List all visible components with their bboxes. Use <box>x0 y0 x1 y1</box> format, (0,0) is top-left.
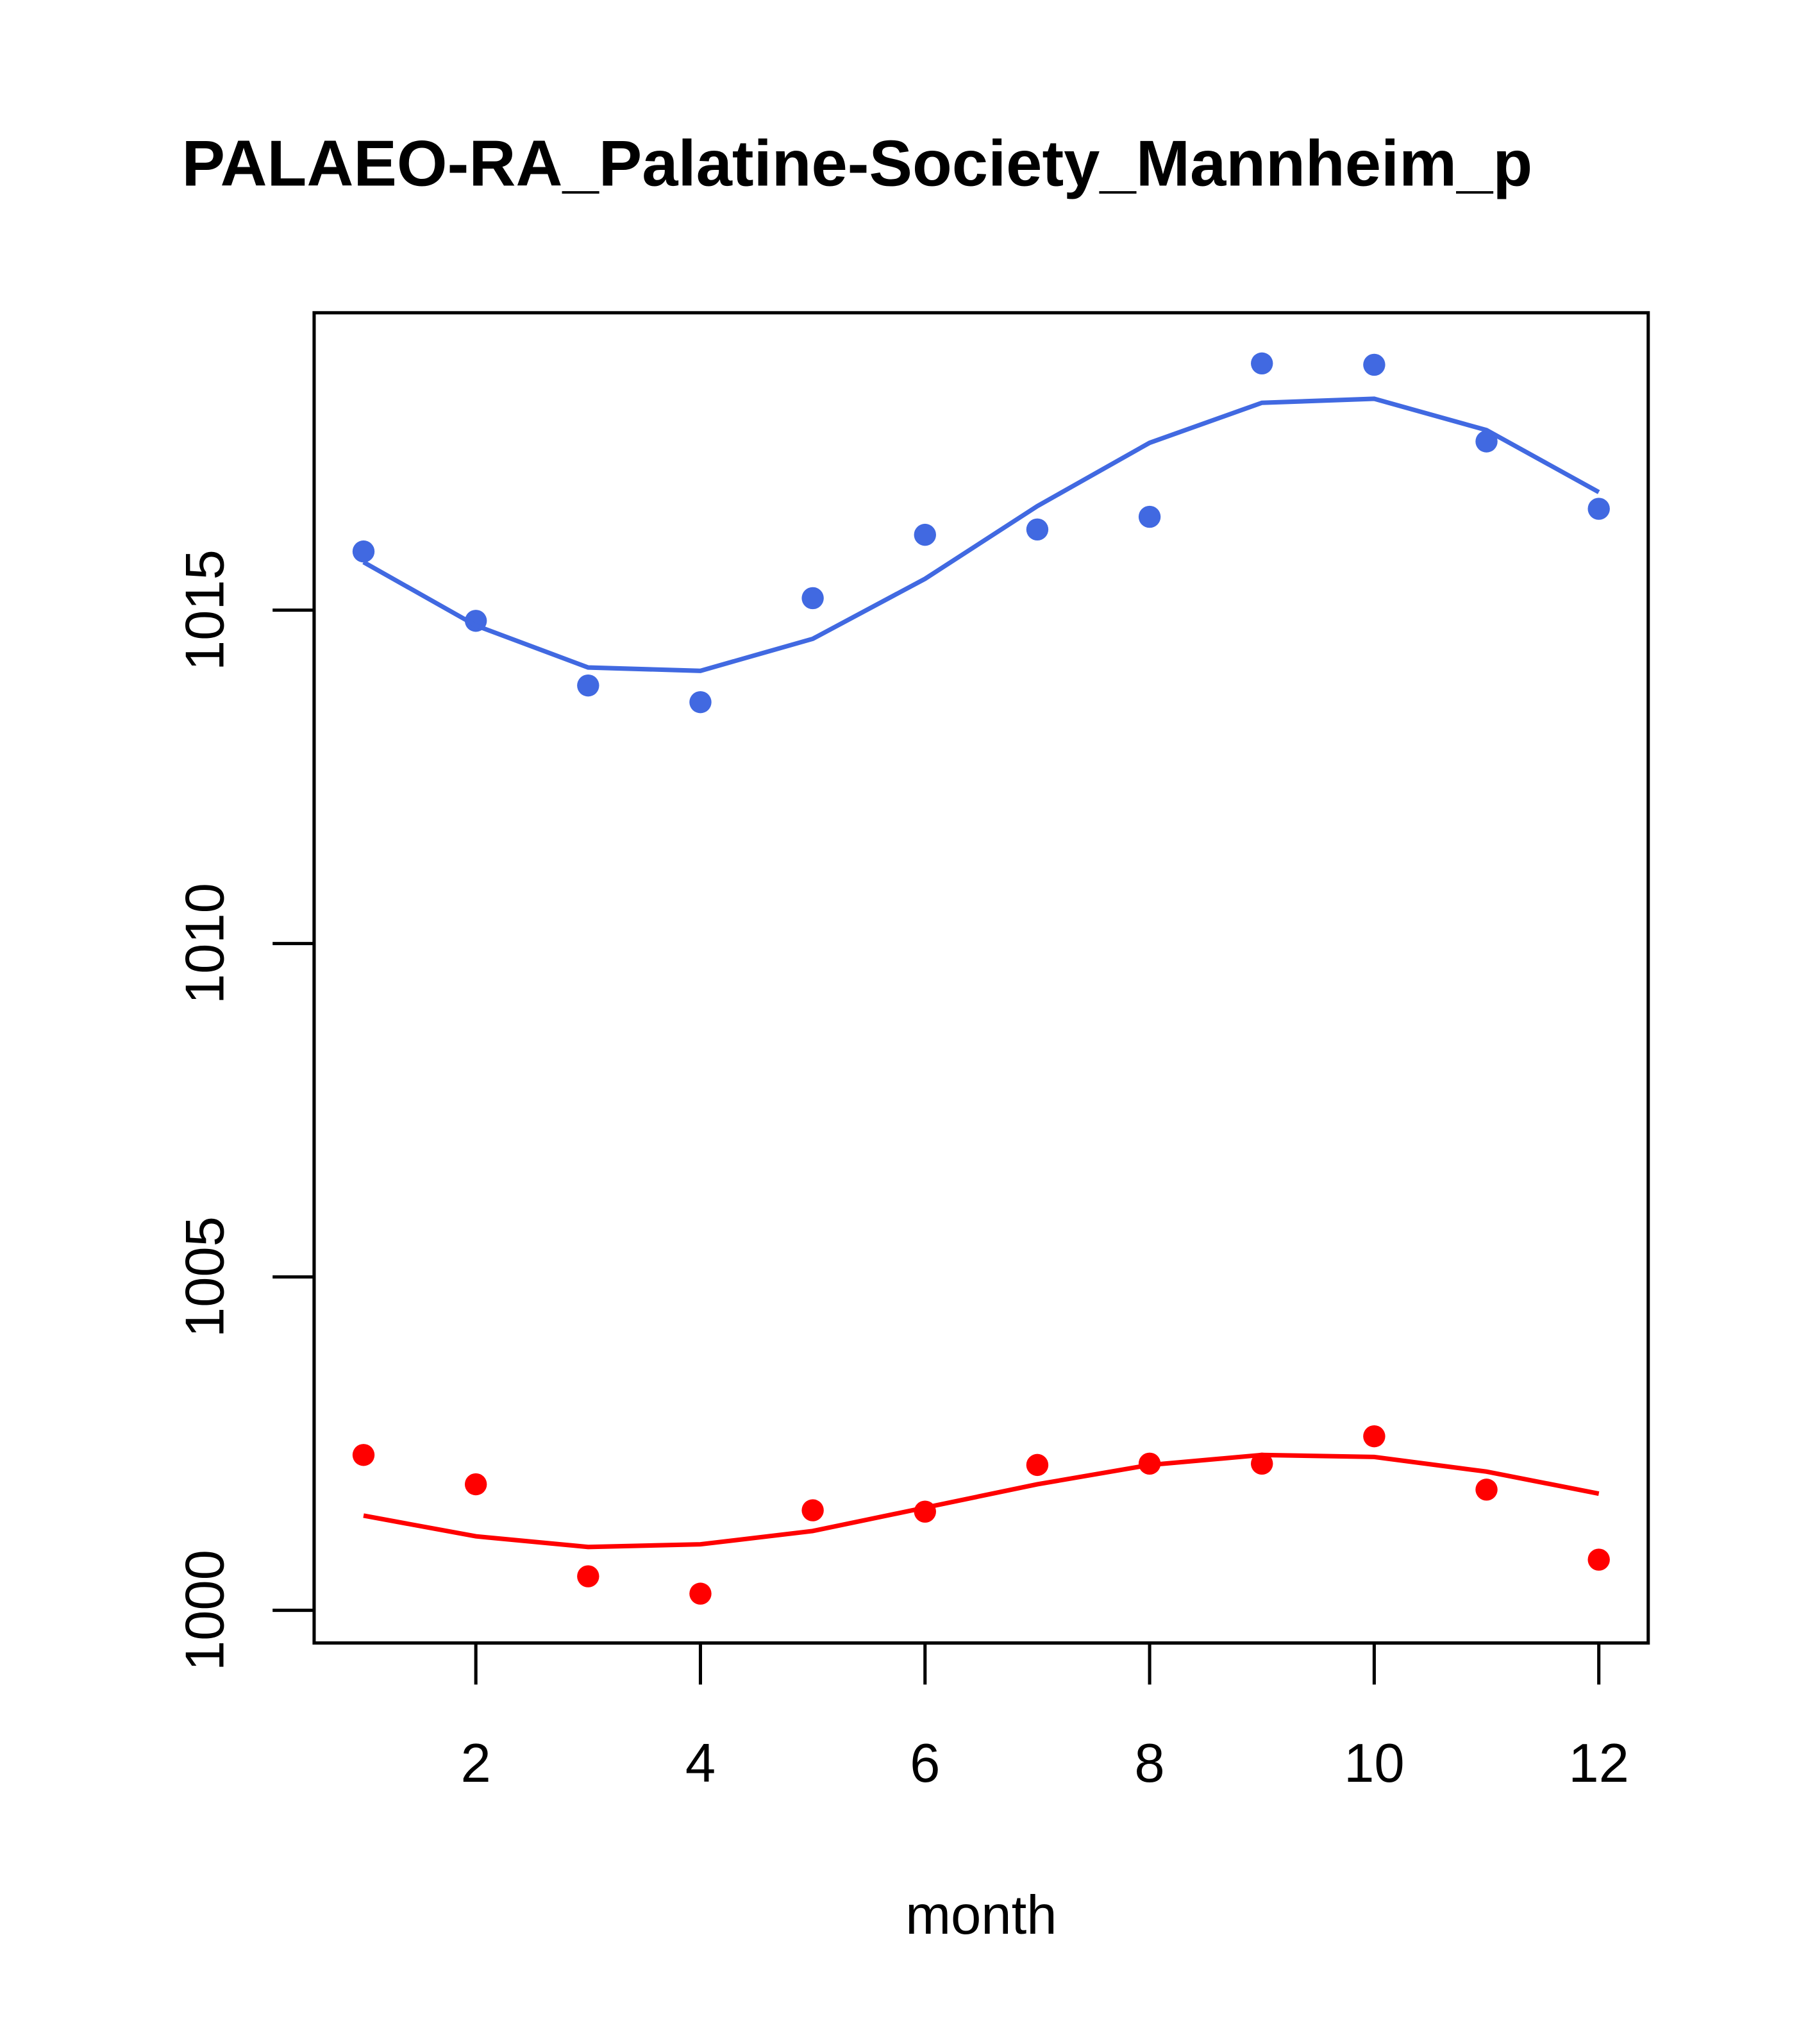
upper-points-point <box>689 691 712 714</box>
chart-title: PALAEO-RA_Palatine-Society_Mannheim_p <box>181 127 1532 199</box>
x-tick-label: 8 <box>1134 1733 1164 1794</box>
x-tick-label: 2 <box>461 1733 491 1794</box>
y-axis: 1000 1005 1010 1015 <box>174 549 316 1671</box>
x-axis: 2 4 6 8 10 12 <box>461 1641 1629 1794</box>
lower-points-point <box>1251 1452 1273 1475</box>
x-axis-label: month <box>905 1885 1057 1946</box>
upper-points-point <box>801 587 824 610</box>
x-tick-label: 12 <box>1568 1733 1629 1794</box>
y-tick-label: 1005 <box>174 1216 235 1337</box>
upper-points-point <box>914 523 936 546</box>
lower-points-point <box>1475 1479 1498 1501</box>
lower-fit-line <box>363 1452 1600 1550</box>
lower-points-point <box>1587 1548 1610 1571</box>
upper-points-point <box>1587 498 1610 520</box>
upper-points-point <box>1026 518 1049 541</box>
lower-points-point <box>464 1473 487 1496</box>
x-tick-label: 6 <box>910 1733 940 1794</box>
x-tick-label: 4 <box>685 1733 716 1794</box>
upper-points-point <box>1363 353 1386 376</box>
lower-points-point <box>1363 1425 1386 1448</box>
lower-points-point <box>352 1444 375 1466</box>
x-tick-label: 10 <box>1344 1733 1405 1794</box>
series-layer <box>352 352 1610 1605</box>
plot-frame <box>312 311 1650 1645</box>
upper-points-point <box>1475 430 1498 453</box>
lower-points-point <box>577 1565 599 1587</box>
upper-points-point <box>1251 352 1273 375</box>
upper-points-point <box>352 540 375 563</box>
lower-points-point <box>689 1582 712 1605</box>
y-tick-label: 1000 <box>174 1550 235 1671</box>
upper-points-point <box>577 674 599 697</box>
y-tick-label: 1010 <box>174 883 235 1004</box>
upper-points-point <box>1138 505 1161 528</box>
lower-points-point <box>1026 1453 1049 1477</box>
y-tick-label: 1015 <box>174 549 235 671</box>
upper-fit-line <box>362 396 1600 673</box>
lower-points-point <box>801 1499 824 1521</box>
